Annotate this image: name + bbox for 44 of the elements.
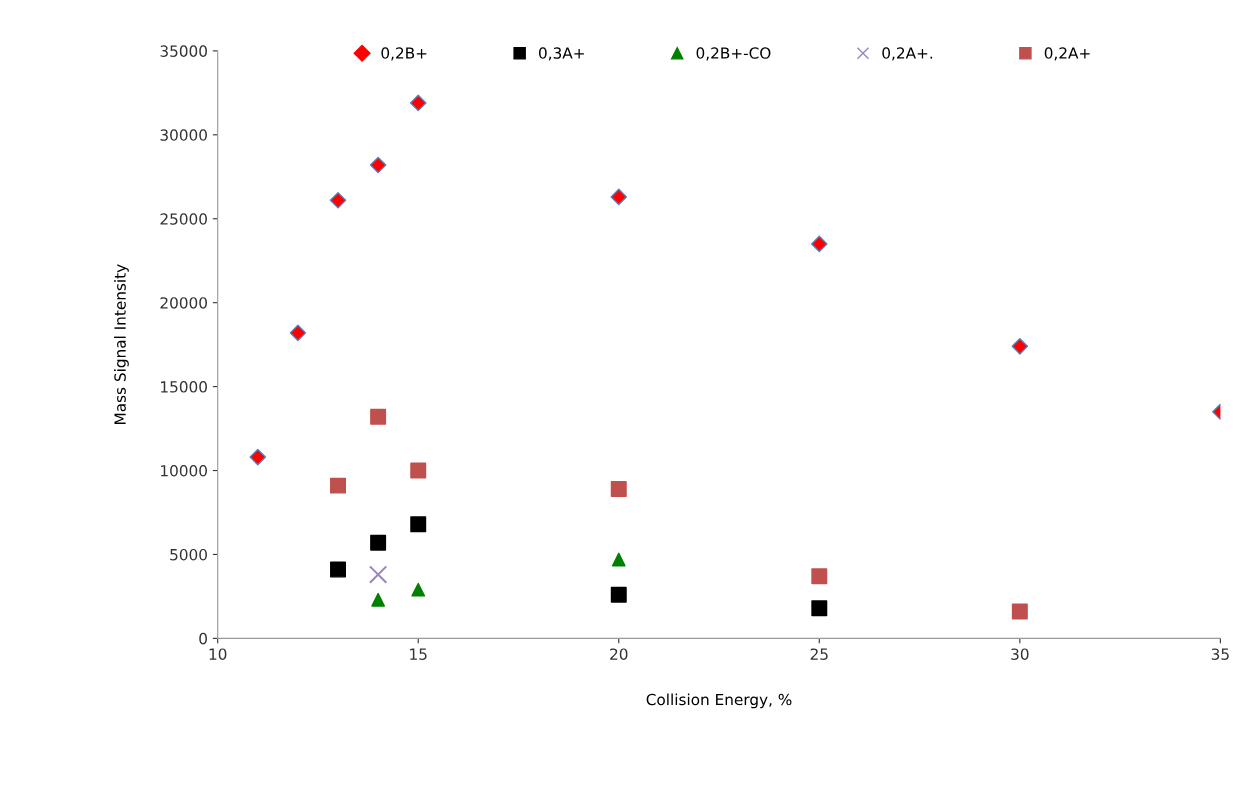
point bbox=[611, 552, 626, 567]
y-tick-label: 25000 bbox=[160, 213, 207, 225]
point bbox=[370, 534, 387, 551]
point bbox=[811, 600, 828, 617]
x-tick-label: 35 bbox=[1211, 648, 1229, 660]
y-axis-title: Mass Signal Intensity bbox=[114, 264, 129, 424]
point bbox=[610, 188, 628, 206]
x-tick-label: 15 bbox=[410, 648, 427, 660]
point bbox=[409, 94, 427, 112]
point bbox=[289, 324, 307, 342]
y-tick-label: 10000 bbox=[161, 464, 207, 477]
legend-label: 0,2A+ bbox=[1044, 47, 1090, 61]
point bbox=[330, 477, 346, 494]
y-tick-label: 35000 bbox=[160, 45, 207, 57]
x-tick-label: 10 bbox=[209, 648, 227, 660]
y-tick-label: 30000 bbox=[160, 129, 207, 141]
point bbox=[410, 462, 427, 479]
point bbox=[610, 481, 627, 497]
point bbox=[371, 592, 386, 607]
point bbox=[329, 191, 347, 209]
point bbox=[410, 516, 427, 533]
point bbox=[610, 586, 627, 603]
y-tick-label: 5000 bbox=[170, 548, 207, 561]
point bbox=[1011, 338, 1029, 355]
legend-label: 0,2B+-CO bbox=[696, 47, 771, 61]
y-tick-label: 15000 bbox=[161, 381, 207, 393]
point bbox=[249, 448, 267, 466]
point bbox=[370, 408, 387, 425]
legend-label: 0,2B+ bbox=[381, 47, 427, 61]
point bbox=[810, 235, 828, 253]
y-tick-label: 20000 bbox=[160, 297, 207, 309]
point bbox=[811, 568, 828, 585]
point bbox=[369, 156, 387, 174]
point bbox=[330, 561, 346, 578]
x-tick-label: 30 bbox=[1011, 648, 1029, 660]
legend-label: 0,2A+. bbox=[882, 47, 933, 61]
point bbox=[411, 582, 426, 597]
legend-label: 0,3A+ bbox=[538, 47, 584, 61]
point bbox=[368, 565, 388, 584]
point bbox=[1011, 603, 1028, 620]
x-tick-label: 25 bbox=[810, 648, 828, 660]
x-axis-title: Collision Energy, % bbox=[646, 693, 792, 709]
x-tick-label: 20 bbox=[610, 648, 628, 660]
y-tick-label: 0 bbox=[199, 632, 207, 645]
